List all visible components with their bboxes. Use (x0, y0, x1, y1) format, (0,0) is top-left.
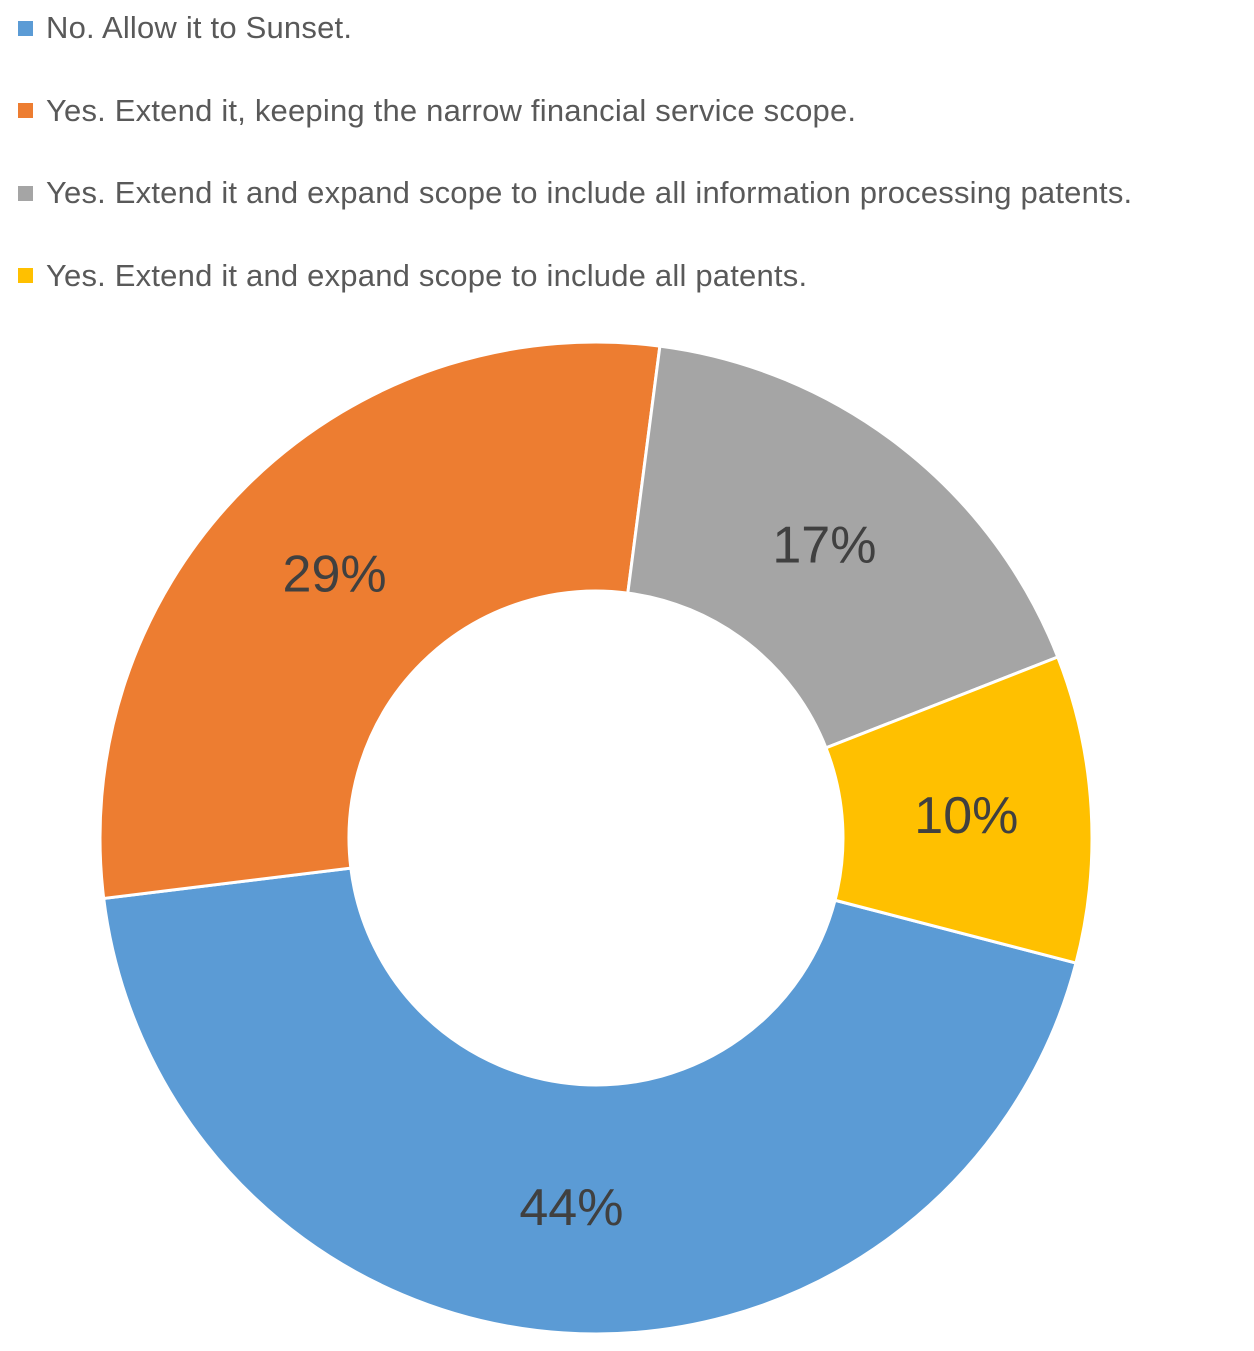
legend-item-no-sunset: No. Allow it to Sunset. (18, 6, 1132, 50)
legend-marker (18, 185, 33, 201)
legend-label: Yes. Extend it, keeping the narrow finan… (46, 92, 857, 128)
data-label-2: 17% (772, 517, 876, 575)
donut-slice-0 (102, 866, 1078, 1336)
donut-slice-2 (626, 344, 1060, 750)
data-label-3: 10% (914, 787, 1018, 845)
legend-marker (18, 20, 33, 36)
legend-marker (18, 268, 33, 283)
legend-marker (18, 103, 33, 118)
chart-legend: No. Allow it to Sunset. Yes. Extend it, … (18, 6, 1132, 336)
legend-label: Yes. Extend it and expand scope to inclu… (46, 175, 1133, 210)
legend-item-extend-narrow: Yes. Extend it, keeping the narrow finan… (18, 89, 1132, 133)
data-label-0: 44% (519, 1179, 623, 1237)
donut-slice-3 (824, 655, 1094, 965)
legend-item-extend-all: Yes. Extend it and expand scope to inclu… (18, 254, 1132, 298)
legend-item-extend-info-processing: Yes. Extend it and expand scope to inclu… (18, 171, 1132, 215)
donut-slice-1 (98, 340, 662, 901)
legend-label: Yes. Extend it and expand scope to inclu… (46, 257, 808, 293)
data-label-1: 29% (283, 546, 387, 604)
legend-label: No. Allow it to Sunset. (46, 10, 353, 45)
